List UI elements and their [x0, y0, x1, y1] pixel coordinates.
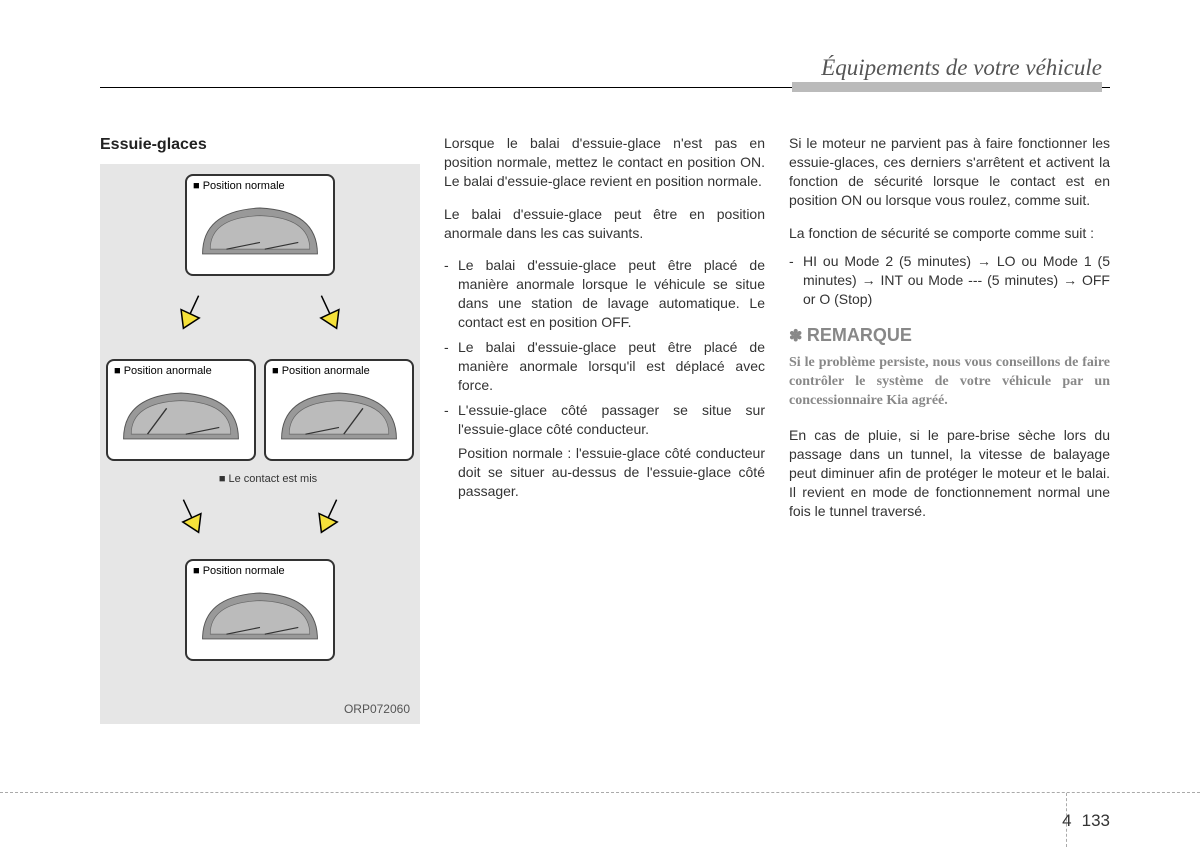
body-text: Lorsque le balai d'essuie-glace n'est pa…	[444, 134, 765, 191]
bullet-list: - Le balai d'essuie-glace peut être plac…	[444, 256, 765, 501]
windshield-normal-top: ■ Position normale	[185, 174, 335, 277]
list-text: HI ou Mode 2 (5 minutes) → LO ou Mode 1 …	[803, 252, 1110, 309]
windshield-icon	[193, 580, 327, 650]
content-columns: Essuie-glaces ■ Position normale	[100, 134, 1110, 724]
windshield-normal-bottom: ■ Position normale	[185, 559, 335, 662]
windshield-abnormal-right: ■ Position anormale	[264, 359, 414, 462]
bullet-marker: -	[444, 401, 458, 439]
body-text: Si le moteur ne parvient pas à faire fon…	[789, 134, 1110, 210]
arrow-icon	[306, 491, 352, 541]
bullet-marker: -	[444, 256, 458, 332]
wiper-diagram: ■ Position normale ■ Position anormale	[100, 164, 420, 724]
remarque-body: Si le problème persiste, nous vous conse…	[789, 354, 1110, 411]
windshield-icon	[114, 380, 248, 450]
page-header: Équipements de votre véhicule	[100, 55, 1110, 81]
footer-page: 133	[1082, 811, 1110, 831]
ws-label-normal: ■ Position normale	[193, 564, 327, 579]
header-title: Équipements de votre véhicule	[821, 55, 1102, 80]
column-1: Essuie-glaces ■ Position normale	[100, 134, 420, 724]
list-text: Le balai d'essuie-glace peut être placé …	[458, 256, 765, 332]
page-footer: 4 133	[1062, 811, 1110, 831]
list-item: - Le balai d'essuie-glace peut être plac…	[444, 338, 765, 395]
footer-hline	[0, 792, 1200, 793]
bullet-marker: -	[789, 252, 803, 309]
windshield-abnormal-left: ■ Position anormale	[106, 359, 256, 462]
list-item: - L'essuie-glace côté passager se situe …	[444, 401, 765, 439]
ws-label-abnormal: ■ Position anormale	[272, 364, 406, 379]
arrow-icon	[168, 287, 214, 337]
section-title: Essuie-glaces	[100, 134, 420, 156]
list-text: Le balai d'essuie-glace peut être placé …	[458, 338, 765, 395]
footer-chapter: 4	[1062, 811, 1071, 831]
star-icon: ✽	[789, 328, 807, 345]
remarque-heading: ✽ REMARQUE	[789, 323, 1110, 348]
arrow-icon	[306, 287, 352, 337]
column-2: Lorsque le balai d'essuie-glace n'est pa…	[444, 134, 765, 724]
windshield-icon	[272, 380, 406, 450]
windshield-icon	[193, 195, 327, 265]
arrow-icon	[168, 491, 214, 541]
body-text: Position normale : l'essuie-glace côté c…	[444, 444, 765, 501]
diagram-code: ORP072060	[344, 701, 410, 717]
contact-label: ■ Le contact est mis	[108, 472, 428, 487]
column-3: Si le moteur ne parvient pas à faire fon…	[789, 134, 1110, 724]
ws-label-abnormal: ■ Position anormale	[114, 364, 248, 379]
bullet-marker: -	[444, 338, 458, 395]
body-text: En cas de pluie, si le pare-brise sèche …	[789, 426, 1110, 520]
list-text: L'essuie-glace côté passager se situe su…	[458, 401, 765, 439]
header-tab	[792, 82, 1102, 92]
body-text: La fonction de sécurité se comporte comm…	[789, 224, 1110, 243]
list-item: - Le balai d'essuie-glace peut être plac…	[444, 256, 765, 332]
body-text: Le balai d'essuie-glace peut être en pos…	[444, 205, 765, 243]
ws-label-normal: ■ Position normale	[193, 179, 327, 194]
remarque-title-text: REMARQUE	[807, 325, 912, 345]
list-item: - HI ou Mode 2 (5 minutes) → LO ou Mode …	[789, 252, 1110, 309]
